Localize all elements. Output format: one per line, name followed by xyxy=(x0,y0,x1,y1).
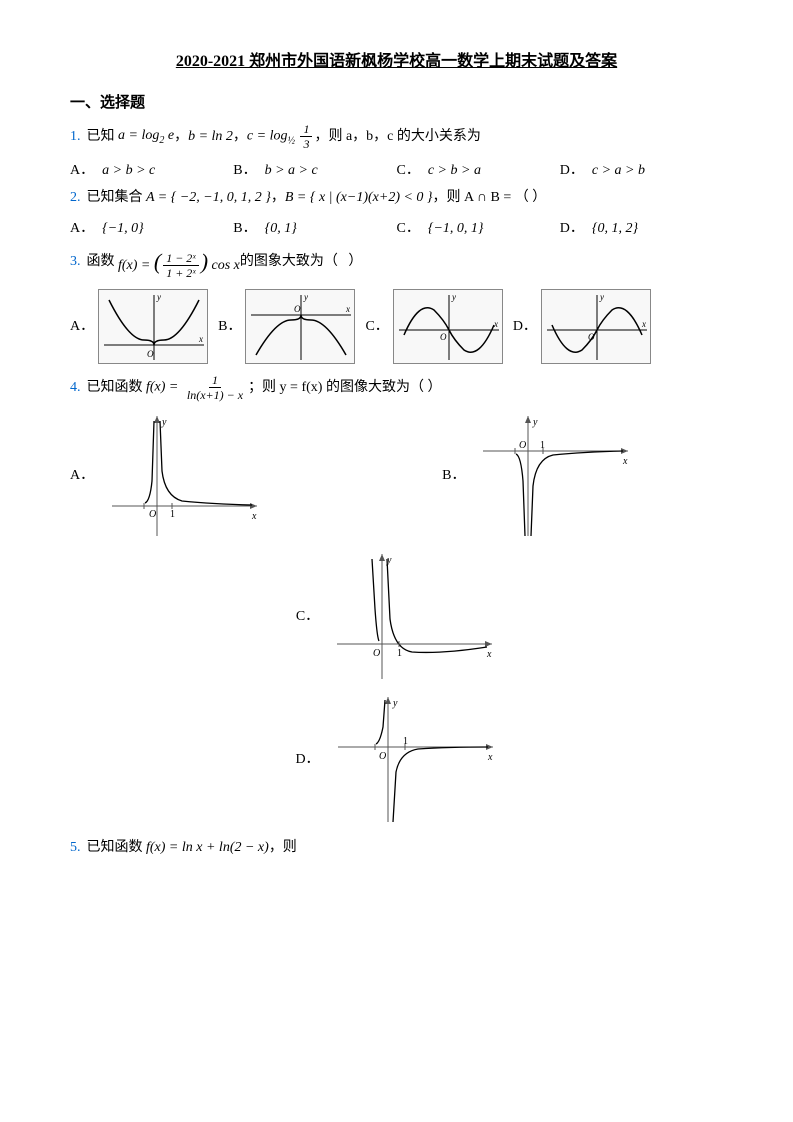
graph-q3-B: O x y xyxy=(245,289,355,364)
q2-prefix: 已知集合 xyxy=(87,187,143,208)
q2-B: B = { x | (x−1)(x+2) < 0 } xyxy=(285,187,433,208)
svg-text:y: y xyxy=(386,555,392,566)
svg-text:O: O xyxy=(373,648,380,659)
svg-text:O: O xyxy=(149,509,156,520)
opt-label: C． xyxy=(397,160,420,181)
graph-q4-D: O 1 x y xyxy=(328,692,498,827)
svg-text:x: x xyxy=(641,319,646,329)
page-title: 2020-2021 郑州市外国语新枫杨学校高一数学上期末试题及答案 xyxy=(70,50,723,74)
svg-text:1: 1 xyxy=(170,509,175,520)
svg-text:x: x xyxy=(493,319,498,329)
svg-text:O: O xyxy=(440,332,447,342)
graph-q4-C: O 1 x y xyxy=(327,549,497,684)
q5-prefix: 已知函数 xyxy=(87,837,143,858)
q4-label-A: A． xyxy=(70,465,94,486)
svg-text:x: x xyxy=(251,511,257,522)
graph-q4-A: O 1 x y xyxy=(102,411,262,541)
q3-label-D: D． xyxy=(513,316,537,337)
svg-text:y: y xyxy=(599,292,604,302)
q3-label-A: A． xyxy=(70,316,94,337)
q2-A: A = { −2, −1, 0, 1, 2 } xyxy=(143,187,271,208)
q1-optB: b > a > c xyxy=(265,160,318,181)
graph-q3-D: O x y xyxy=(541,289,651,364)
svg-text:O: O xyxy=(379,751,386,762)
q4-label-C: C． xyxy=(296,606,319,627)
q3-label-C: C． xyxy=(365,316,388,337)
q1-c: c = log½ 13 xyxy=(247,123,315,150)
svg-text:x: x xyxy=(487,752,493,763)
q3-label-B: B． xyxy=(218,316,241,337)
svg-text:y: y xyxy=(451,292,456,302)
q5-tail: ，则 xyxy=(269,837,297,858)
q3-prefix: 函数 xyxy=(87,251,115,272)
svg-text:O: O xyxy=(519,440,526,451)
q1-optA: a > b > c xyxy=(102,160,155,181)
opt-label: D． xyxy=(560,160,584,181)
q2-tail: ，则 A ∩ B = （ ） xyxy=(433,187,547,208)
q2-options: A． {−1, 0} B． {0, 1} C． {−1, 0, 1} D． {0, 1,… xyxy=(70,218,723,239)
q1-optD: c > a > b xyxy=(592,160,645,181)
q4-number: 4. xyxy=(70,377,81,398)
svg-text:y: y xyxy=(161,417,167,428)
opt-label: A． xyxy=(70,218,94,239)
q2-optC: {−1, 0, 1} xyxy=(428,218,484,239)
q4-row-D: D． O 1 x y xyxy=(70,692,723,827)
q4-row-AB: A． O 1 x y B． O 1 x xyxy=(70,411,723,541)
svg-text:y: y xyxy=(392,698,398,709)
comma: ， xyxy=(271,187,285,208)
question-5: 5. 已知函数 f(x) = ln x + ln(2 − x) ，则 xyxy=(70,837,723,858)
q2-optA: {−1, 0} xyxy=(102,218,144,239)
q4-fx: f(x) = 1ln(x+1) − x xyxy=(143,374,249,401)
question-1: 1. 已知 a = log2 e ， b = ln 2 ， c = log½ 1… xyxy=(70,123,723,150)
opt-label: A． xyxy=(70,160,94,181)
q2-optB: {0, 1} xyxy=(265,218,297,239)
comma: ， xyxy=(233,126,247,147)
q3-number: 3. xyxy=(70,251,81,272)
opt-label: D． xyxy=(560,218,584,239)
svg-text:1: 1 xyxy=(397,648,402,659)
q1-b: b = ln 2 xyxy=(188,126,233,147)
q2-number: 2. xyxy=(70,187,81,208)
svg-text:y: y xyxy=(303,292,308,302)
question-2: 2. 已知集合 A = { −2, −1, 0, 1, 2 } ， B = { … xyxy=(70,187,723,208)
svg-text:y: y xyxy=(156,292,161,302)
q4-row-C: C． O 1 x y xyxy=(70,549,723,684)
q3-graphs: A． O x y B． O x y C． O x y xyxy=(70,289,723,364)
opt-label: B． xyxy=(233,218,256,239)
graph-q3-A: O x y xyxy=(98,289,208,364)
q5-fx: f(x) = ln x + ln(2 − x) xyxy=(143,837,269,858)
svg-text:O: O xyxy=(294,304,301,314)
q2-optD: {0, 1, 2} xyxy=(592,218,638,239)
svg-text:O: O xyxy=(588,332,595,342)
q1-options: A． a > b > c B． b > a > c C． c > b > a D． c … xyxy=(70,160,723,181)
q4-tail: ；则 y = f(x) 的图像大致为（ ） xyxy=(248,377,441,398)
q3-fx: f(x) = (1 − 2ˣ1 + 2ˣ) cos x xyxy=(115,245,240,279)
q1-a: a = log2 e xyxy=(115,125,175,148)
q4-label-B: B． xyxy=(442,465,465,486)
question-3: 3. 函数 f(x) = (1 − 2ˣ1 + 2ˣ) cos x 的图象大致为… xyxy=(70,245,723,279)
q1-number: 1. xyxy=(70,126,81,147)
svg-text:x: x xyxy=(622,456,628,467)
q1-prefix: 已知 xyxy=(87,126,115,147)
q3-tail: 的图象大致为（ ） xyxy=(240,251,363,272)
question-4: 4. 已知函数 f(x) = 1ln(x+1) − x ；则 y = f(x) … xyxy=(70,374,723,401)
section-header: 一、选择题 xyxy=(70,92,723,115)
svg-text:x: x xyxy=(345,304,350,314)
graph-q3-C: O x y xyxy=(393,289,503,364)
q4-label-D: D． xyxy=(295,749,319,770)
q5-number: 5. xyxy=(70,837,81,858)
q4-prefix: 已知函数 xyxy=(87,377,143,398)
comma: ， xyxy=(174,126,188,147)
svg-text:x: x xyxy=(486,649,492,660)
svg-text:x: x xyxy=(198,334,203,344)
q1-tail: ，则 a，b，c 的大小关系为 xyxy=(314,126,480,147)
opt-label: B． xyxy=(233,160,256,181)
opt-label: C． xyxy=(397,218,420,239)
graph-q4-B: O 1 x y xyxy=(473,411,633,541)
q1-optC: c > b > a xyxy=(428,160,481,181)
svg-text:y: y xyxy=(532,417,538,428)
svg-text:O: O xyxy=(147,349,154,359)
